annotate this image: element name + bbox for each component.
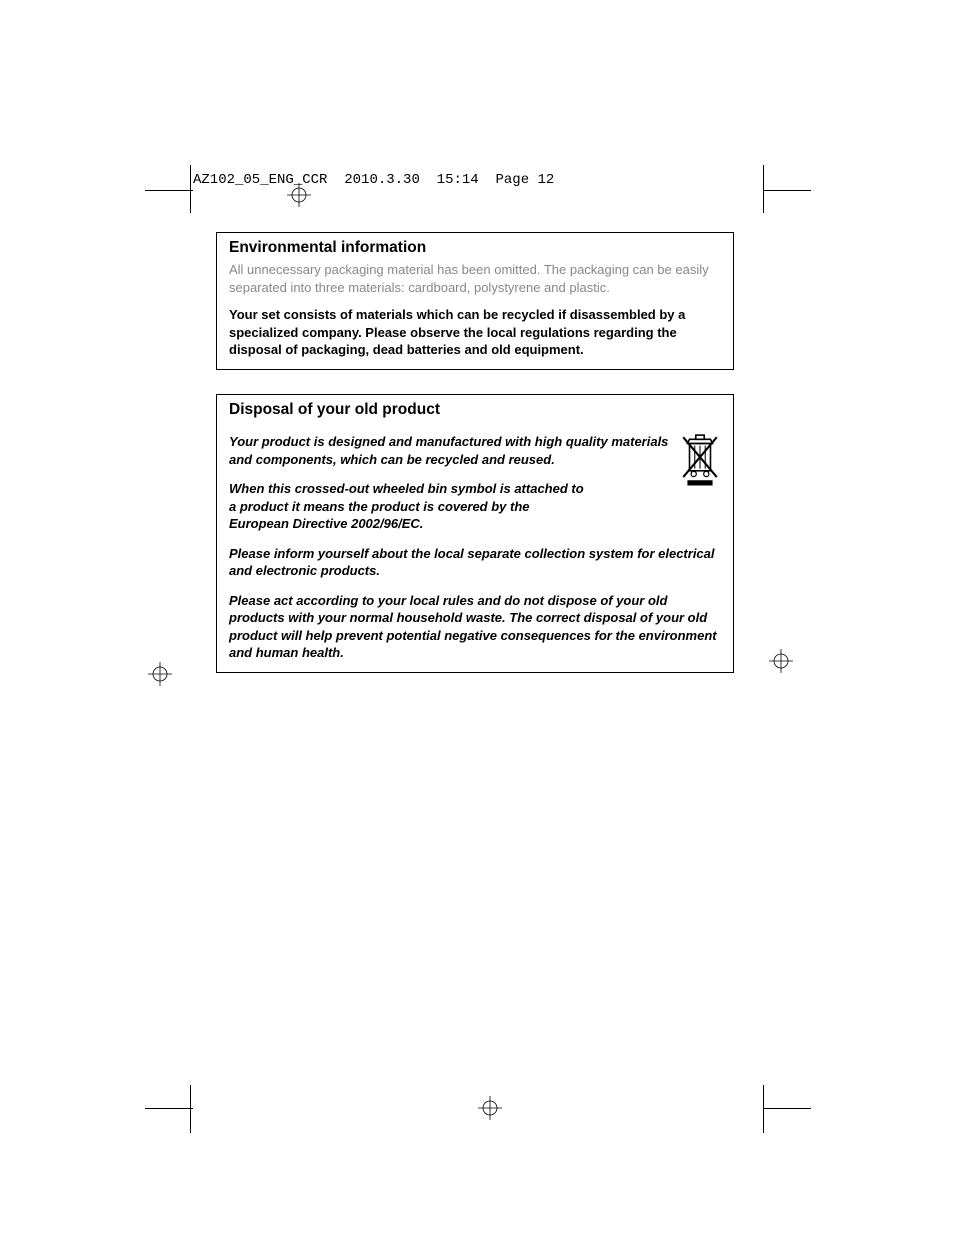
heading-disposal: Disposal of your old product	[229, 401, 721, 419]
print-header-slug: AZ102_05_ENG_CCR 2010.3.30 15:14 Page 12	[193, 172, 554, 188]
env-body-bold: Your set consists of materials which can…	[229, 306, 721, 359]
disposal-p4: Please act according to your local rules…	[229, 592, 721, 662]
header-page: Page 12	[496, 172, 555, 188]
crop-mark	[190, 1085, 191, 1133]
crop-mark	[145, 1108, 193, 1109]
env-body-plain: All unnecessary packaging material has b…	[229, 261, 721, 296]
disposal-p2: When this crossed-out wheeled bin symbol…	[229, 480, 589, 533]
registration-mark-icon	[478, 1096, 502, 1120]
section-disposal: Disposal of your old product Your produc…	[216, 394, 734, 673]
header-time: 15:14	[437, 172, 479, 188]
header-filename: AZ102_05_ENG_CCR	[193, 172, 327, 188]
crop-mark	[763, 190, 811, 191]
header-date: 2010.3.30	[344, 172, 420, 188]
crop-mark	[190, 165, 191, 213]
section-environmental: Environmental information All unnecessar…	[216, 232, 734, 370]
heading-environmental: Environmental information	[229, 239, 721, 257]
crop-mark	[763, 1085, 764, 1133]
weee-crossed-bin-icon	[679, 433, 721, 493]
crop-mark	[763, 165, 764, 213]
disposal-p3: Please inform yourself about the local s…	[229, 545, 721, 580]
registration-mark-icon	[769, 649, 793, 673]
disposal-p1: Your product is designed and manufacture…	[229, 433, 671, 468]
crop-mark	[145, 190, 193, 191]
crop-mark	[763, 1108, 811, 1109]
registration-mark-icon	[148, 662, 172, 686]
